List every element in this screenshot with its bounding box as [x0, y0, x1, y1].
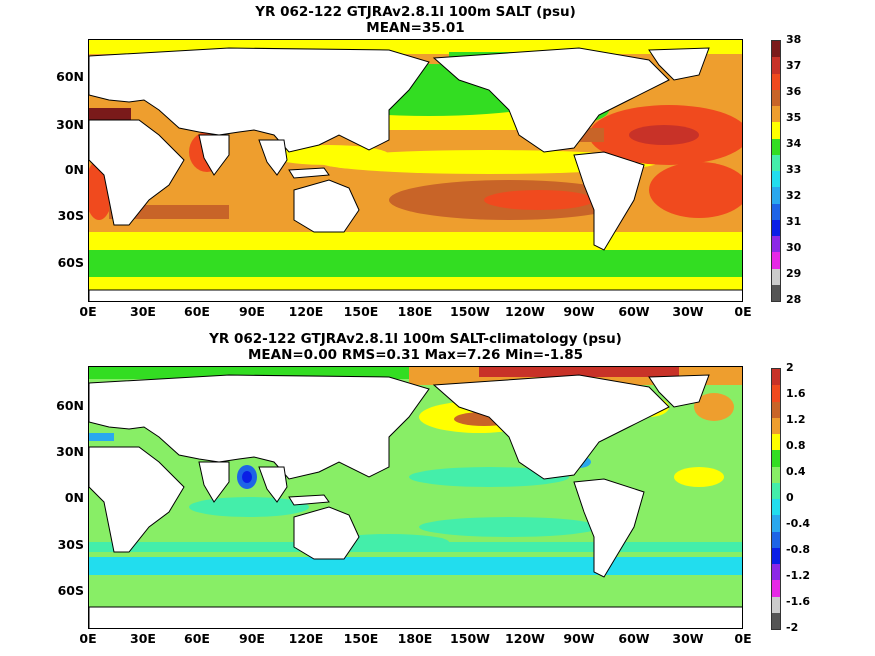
- colorbar-swatch: [772, 369, 780, 386]
- lat-label: 30S: [57, 208, 84, 223]
- lon-label: 0E: [734, 631, 752, 646]
- colorbar-swatch: [772, 57, 780, 74]
- lat-label: 30S: [57, 537, 84, 552]
- colorbar-tick-label: 29: [786, 267, 802, 280]
- lon-label: 180E: [397, 304, 433, 319]
- colorbar-swatch: [772, 547, 780, 564]
- colorbar-swatch: [772, 434, 780, 451]
- colorbar-swatch: [772, 154, 780, 171]
- lon-label: 90W: [563, 631, 595, 646]
- lon-label: 0E: [79, 304, 97, 319]
- colorbar-tick-label: 34: [786, 137, 802, 150]
- colorbar-swatch: [772, 252, 780, 269]
- colorbar-tick-label: 37: [786, 59, 802, 72]
- colorbar-tick-label: 33: [786, 163, 802, 176]
- colorbar-swatch: [772, 138, 780, 155]
- lat-label: 0N: [64, 490, 84, 505]
- colorbar-swatch: [772, 515, 780, 532]
- lon-label: 30W: [672, 631, 704, 646]
- lat-label: 60S: [57, 255, 84, 270]
- colorbar-swatch: [772, 219, 780, 236]
- colorbar-swatch: [772, 482, 780, 499]
- colorbar-tick-label: 35: [786, 111, 802, 124]
- colorbar-swatch: [772, 187, 780, 204]
- lon-label: 30E: [130, 631, 156, 646]
- colorbar-swatch: [772, 564, 780, 581]
- colorbar-swatch: [772, 89, 780, 106]
- colorbar-tick-label: 0: [786, 491, 794, 504]
- lon-label: 90W: [563, 304, 595, 319]
- top-map-title: YR 062-122 GTJRAv2.8.1l 100m SALT (psu): [255, 4, 576, 20]
- lon-label: 120E: [288, 631, 324, 646]
- colorbar-swatch: [772, 171, 780, 188]
- colorbar-swatch: [772, 401, 780, 418]
- colorbar-swatch: [772, 73, 780, 90]
- colorbar-swatch: [772, 450, 780, 467]
- colorbar-tick-label: 32: [786, 189, 802, 202]
- colorbar-swatch: [772, 122, 780, 139]
- top-map-subtitle: MEAN=35.01: [366, 20, 465, 36]
- top-salinity-map: [88, 39, 743, 302]
- lon-label: 150W: [450, 631, 490, 646]
- colorbar-swatch: [772, 612, 780, 629]
- lat-label: 30N: [56, 117, 84, 132]
- lat-label: 60N: [56, 398, 84, 413]
- colorbar-tick-label: 38: [786, 33, 802, 46]
- lon-label: 90E: [239, 304, 265, 319]
- colorbar-swatch: [772, 385, 780, 402]
- lon-label: 120E: [288, 304, 324, 319]
- colorbar-tick-label: -1.2: [786, 569, 811, 582]
- colorbar-tick-label: 30: [786, 241, 802, 254]
- lon-label: 120W: [505, 631, 545, 646]
- colorbar-swatch: [772, 466, 780, 483]
- lon-label: 60E: [184, 304, 210, 319]
- lon-label: 30E: [130, 304, 156, 319]
- bottom-map-title: YR 062-122 GTJRAv2.8.1l 100m SALT-climat…: [209, 331, 622, 347]
- colorbar-swatch: [772, 41, 780, 58]
- colorbar-tick-label: 0.8: [786, 439, 806, 452]
- colorbar-swatch: [772, 236, 780, 253]
- lon-label: 180E: [397, 631, 433, 646]
- colorbar-swatch: [772, 203, 780, 220]
- bottom-map-subtitle: MEAN=0.00 RMS=0.31 Max=7.26 Min=-1.85: [247, 347, 584, 363]
- colorbar-tick-label: 1.6: [786, 387, 806, 400]
- lon-label: 30W: [672, 304, 704, 319]
- lon-label: 60E: [184, 631, 210, 646]
- lon-label: 120W: [505, 304, 545, 319]
- lon-label: 0E: [79, 631, 97, 646]
- colorbar-tick-label: 36: [786, 85, 802, 98]
- lon-label: 60W: [618, 631, 650, 646]
- colorbar-swatch: [772, 106, 780, 123]
- lat-label: 60S: [57, 583, 84, 598]
- top-colorbar: [771, 40, 781, 302]
- lon-label: 150W: [450, 304, 490, 319]
- colorbar-tick-label: -0.8: [786, 543, 811, 556]
- colorbar-tick-label: 28: [786, 293, 802, 306]
- colorbar-swatch: [772, 417, 780, 434]
- bottom-colorbar: [771, 368, 781, 630]
- colorbar-swatch: [772, 596, 780, 613]
- colorbar-tick-label: -0.4: [786, 517, 811, 530]
- colorbar-tick-label: -1.6: [786, 595, 811, 608]
- lon-label: 150E: [343, 304, 379, 319]
- lon-label: 90E: [239, 631, 265, 646]
- lon-label: 60W: [618, 304, 650, 319]
- colorbar-swatch: [772, 284, 780, 301]
- colorbar-swatch: [772, 580, 780, 597]
- lat-label: 30N: [56, 444, 84, 459]
- colorbar-swatch: [772, 531, 780, 548]
- lat-label: 60N: [56, 69, 84, 84]
- colorbar-tick-label: 0.4: [786, 465, 806, 478]
- bottom-anomaly-map: [88, 366, 743, 629]
- colorbar-tick-label: -2: [786, 621, 799, 634]
- colorbar-tick-label: 2: [786, 361, 794, 374]
- colorbar-swatch: [772, 268, 780, 285]
- colorbar-tick-label: 1.2: [786, 413, 806, 426]
- lat-label: 0N: [64, 162, 84, 177]
- lon-label: 0E: [734, 304, 752, 319]
- colorbar-swatch: [772, 499, 780, 516]
- lon-label: 150E: [343, 631, 379, 646]
- colorbar-tick-label: 31: [786, 215, 802, 228]
